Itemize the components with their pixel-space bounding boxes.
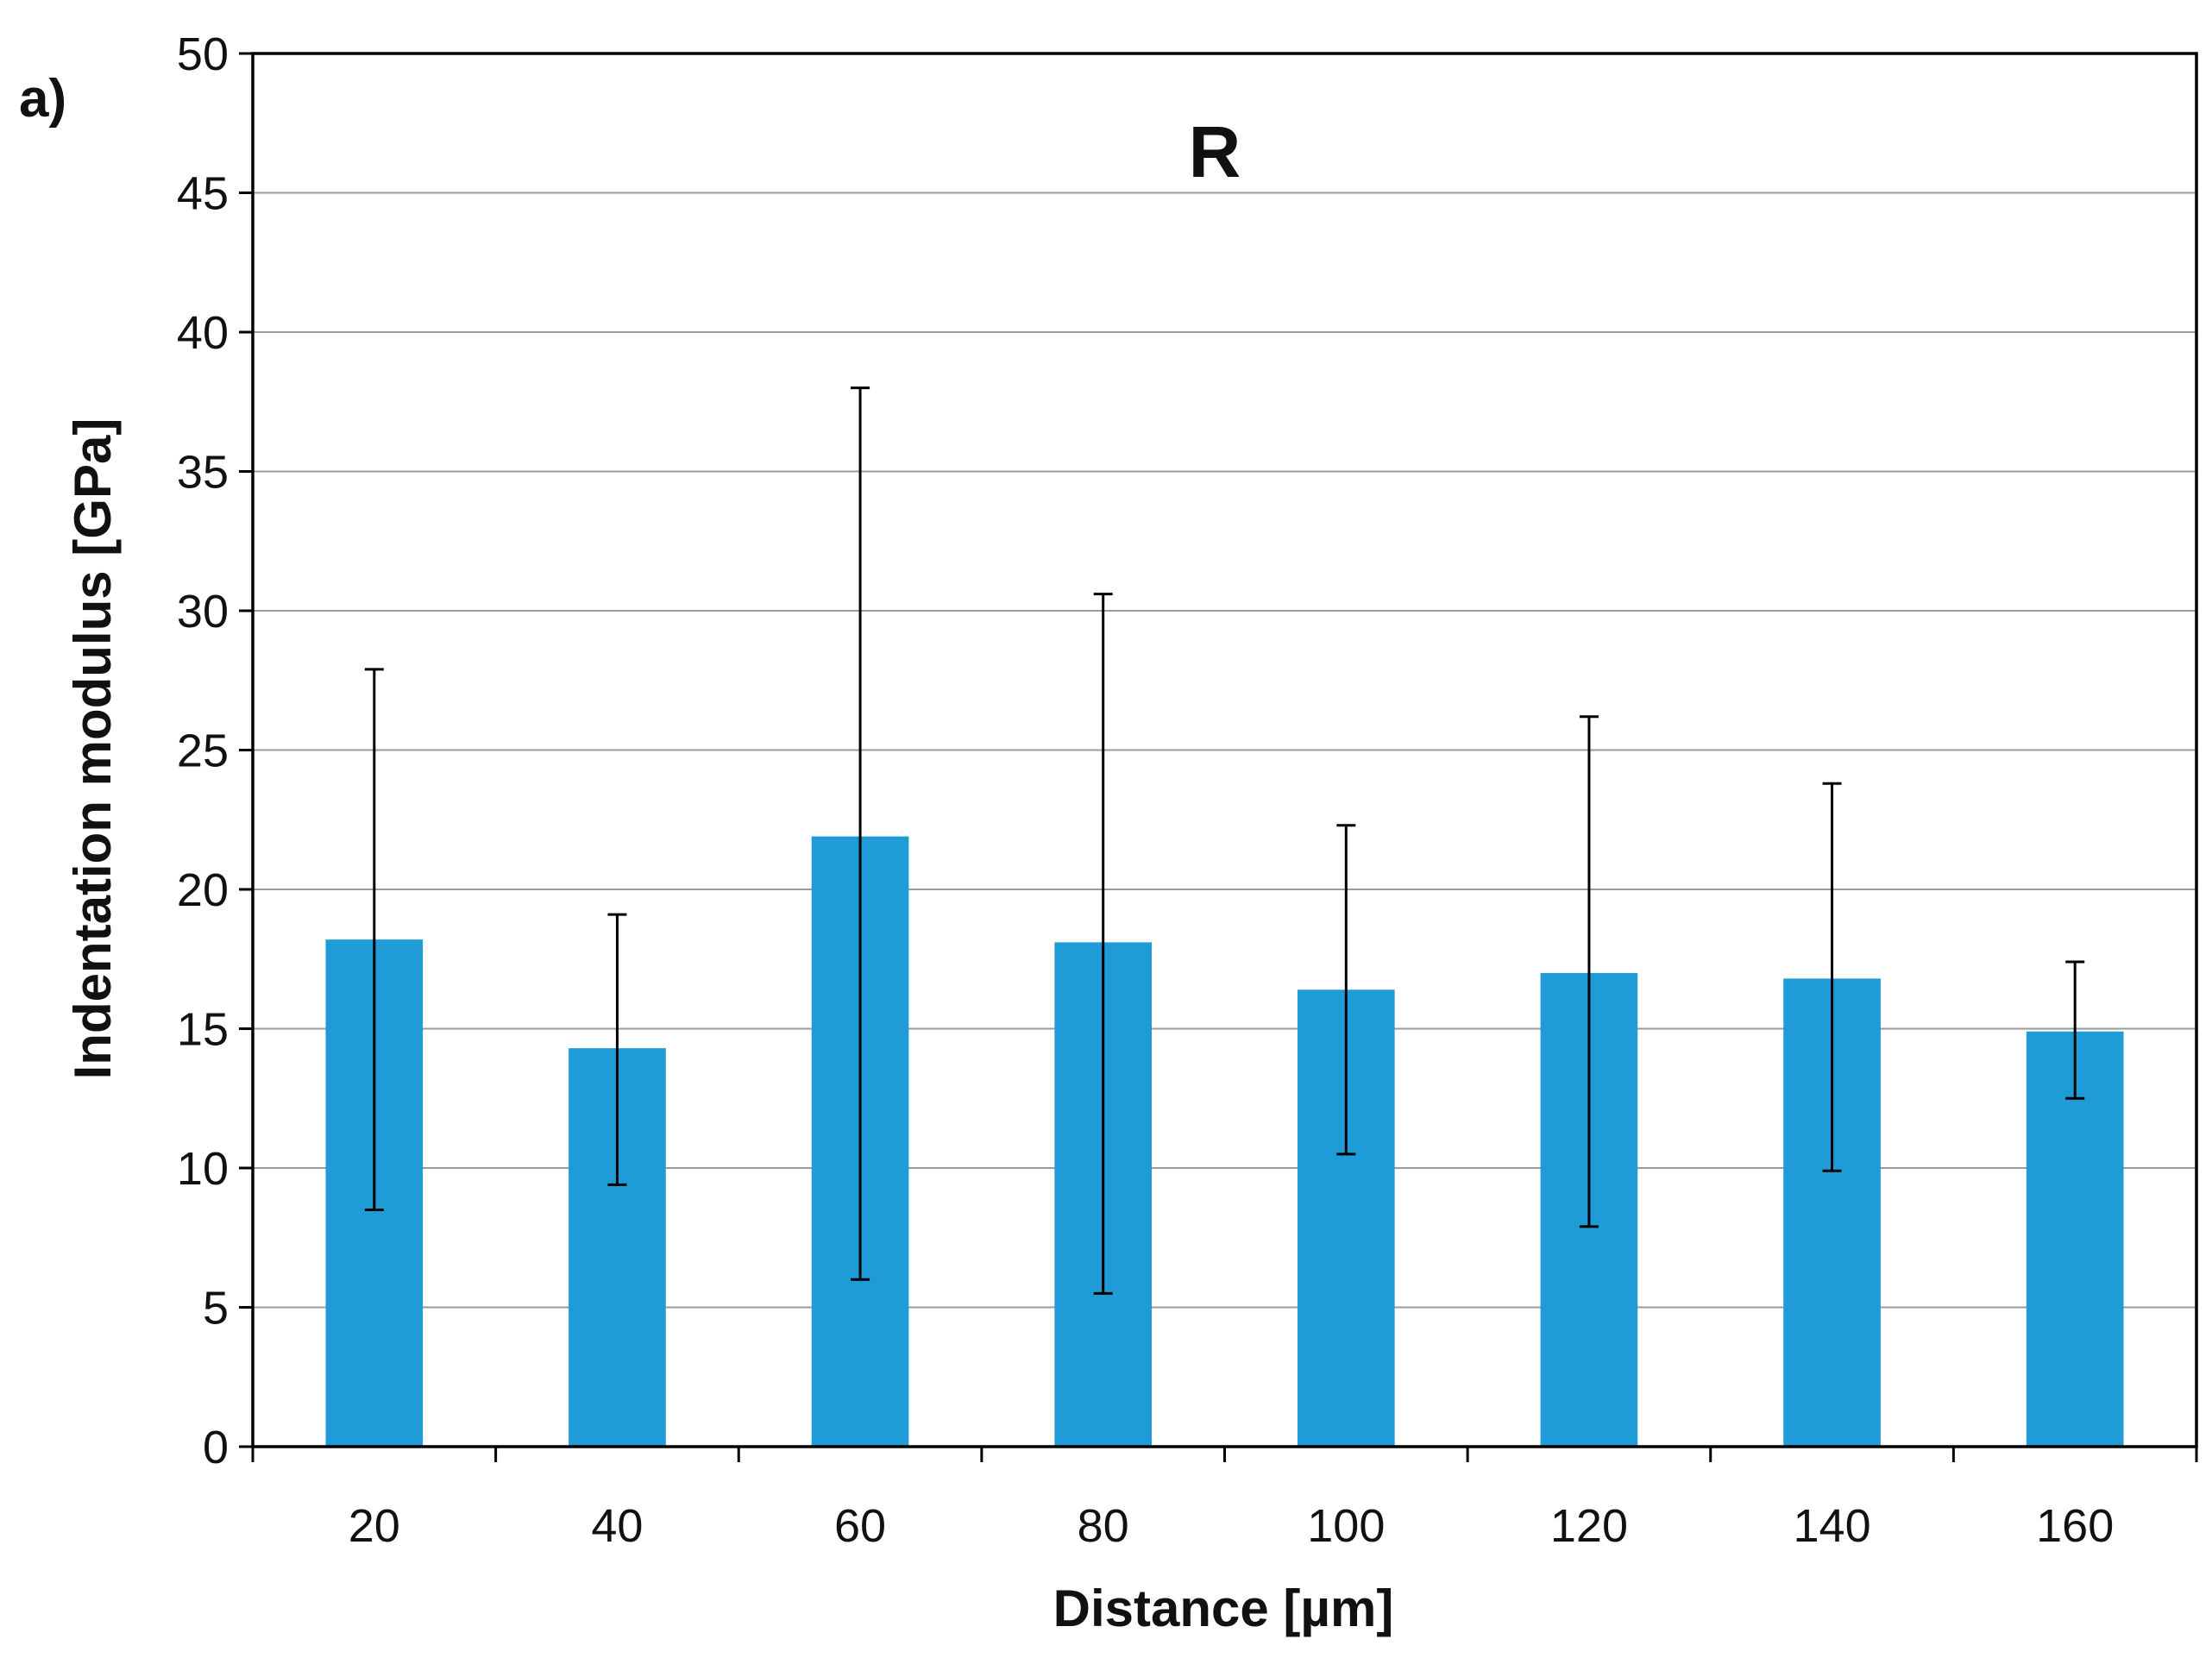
gridlines — [253, 192, 2196, 1309]
labels: 0 5 10 15 20 25 30 35 40 45 50 20 40 60 80 100 120 140 160 — [177, 28, 2114, 1552]
y-tick-label: 0 — [203, 1422, 229, 1473]
x-tick-label: 60 — [834, 1500, 886, 1552]
y-tick-label: 10 — [177, 1143, 229, 1195]
y-tick-label: 20 — [177, 864, 229, 916]
x-tick-label: 120 — [1550, 1500, 1628, 1552]
y-axis-title: Indentation modulus [GPa] — [64, 418, 122, 1080]
y-tick-label: 45 — [177, 168, 229, 220]
x-tick-label: 40 — [591, 1500, 643, 1552]
plot-frame — [251, 52, 2198, 1448]
y-tick-label: 35 — [177, 447, 229, 499]
bar — [2026, 1031, 2124, 1447]
axes — [239, 52, 2198, 1462]
x-tick-label: 140 — [1794, 1500, 1871, 1552]
y-tick-label: 15 — [177, 1004, 229, 1056]
x-tick-label: 20 — [349, 1500, 400, 1552]
y-tick-label: 25 — [177, 725, 229, 777]
chart-title: R — [1189, 111, 1241, 192]
panel-label: a) — [19, 69, 66, 129]
x-axis-title: Distance [µm] — [1053, 1579, 1394, 1637]
y-tick-label: 5 — [203, 1283, 229, 1335]
bars — [325, 836, 2124, 1447]
x-tick-label: 100 — [1307, 1500, 1385, 1552]
error-bars — [364, 386, 2085, 1295]
y-tick-label: 30 — [177, 586, 229, 637]
x-tick-label: 80 — [1078, 1500, 1129, 1552]
y-tick-label: 50 — [177, 28, 229, 80]
y-tick-label: 40 — [177, 307, 229, 359]
x-tick-label: 160 — [2036, 1500, 2114, 1552]
